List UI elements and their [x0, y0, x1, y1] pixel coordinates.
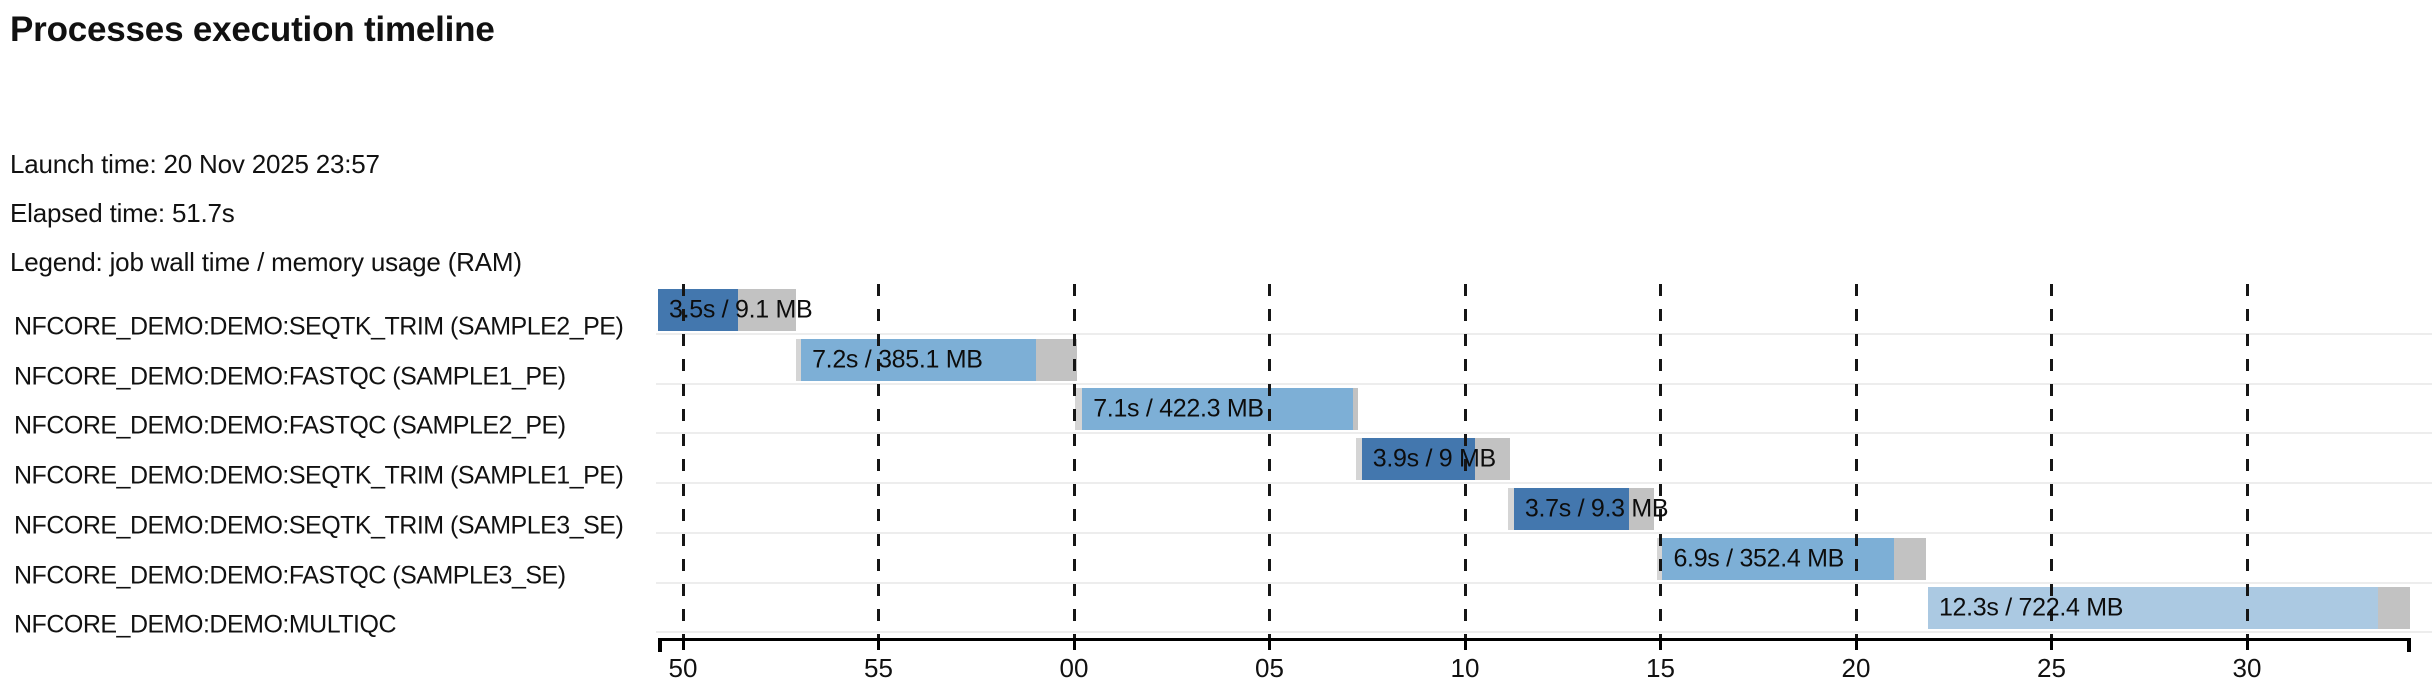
- grid-line: [681, 284, 685, 638]
- grid-line: [1854, 284, 1858, 638]
- task-bar-label: 7.2s / 385.1 MB: [812, 345, 983, 374]
- task-bar-label: 3.9s / 9 MB: [1372, 444, 1496, 473]
- process-label: NFCORE_DEMO:DEMO:SEQTK_TRIM (SAMPLE3_SE): [14, 511, 624, 540]
- report-metadata: Launch time: 20 Nov 2025 23:57 Elapsed t…: [10, 140, 522, 287]
- axis-tick-label: 55: [864, 653, 893, 683]
- task-bar-label: 3.5s / 9.1 MB: [668, 295, 813, 324]
- row-separator: [656, 631, 2432, 633]
- row-separator: [656, 582, 2432, 584]
- axis-tick-label: 10: [1450, 653, 1480, 683]
- axis-outer-tick-left: [658, 638, 662, 652]
- launch-time-text: Launch time: 20 Nov 2025 23:57: [10, 149, 380, 179]
- task-bar-label: 6.9s / 352.4 MB: [1673, 544, 1845, 573]
- task-bar-label: 7.1s / 422.3 MB: [1093, 394, 1264, 423]
- grid-line: [1463, 284, 1467, 638]
- task-bar-tail-segment: [2377, 587, 2411, 629]
- task-bar-tail-segment: [1474, 438, 1510, 480]
- row-separator: [656, 333, 2432, 335]
- task-bar-pending-segment: [1508, 488, 1514, 530]
- legend-text: Legend: job wall time / memory usage (RA…: [10, 247, 522, 277]
- task-bar-tail-segment: [1628, 488, 1654, 530]
- axis-tick-label: 00: [1059, 653, 1089, 683]
- grid-line: [2050, 284, 2053, 638]
- task-bar-pending-segment: [795, 339, 802, 381]
- axis-tick: [2245, 638, 2249, 650]
- task-bar-run-segment: [1927, 587, 2378, 629]
- task-bar-tail-segment: [1353, 388, 1359, 430]
- task-bar-run-segment: [1082, 388, 1354, 430]
- axis-tick: [1463, 638, 1467, 650]
- row-separator: [656, 383, 2432, 385]
- task-bar-label: 3.7s / 9.3 MB: [1524, 494, 1669, 523]
- process-label: NFCORE_DEMO:DEMO:MULTIQC: [14, 610, 397, 639]
- axis-tick: [681, 638, 685, 650]
- task-bar-label: 12.3s / 722.4 MB: [1938, 593, 2124, 622]
- row-separator: [656, 482, 2432, 484]
- page-title: Processes execution timeline: [10, 10, 495, 49]
- axis-tick: [1854, 638, 1858, 650]
- task-bar-tail-segment: [738, 289, 797, 331]
- task-bar-pending-segment: [1075, 388, 1083, 430]
- grid-line: [877, 284, 880, 638]
- axis-tick: [1268, 638, 1271, 650]
- grid-line: [1268, 284, 1271, 638]
- task-bar-tail-segment: [1036, 339, 1078, 381]
- process-label: NFCORE_DEMO:DEMO:FASTQC (SAMPLE2_PE): [14, 411, 566, 440]
- task-bar-run-segment: [1361, 438, 1475, 480]
- axis-tick-label: 25: [2037, 653, 2066, 683]
- process-label: NFCORE_DEMO:DEMO:SEQTK_TRIM (SAMPLE2_PE): [14, 312, 624, 341]
- grid-line: [1659, 284, 1662, 638]
- process-label: NFCORE_DEMO:DEMO:FASTQC (SAMPLE1_PE): [14, 362, 566, 391]
- process-label: NFCORE_DEMO:DEMO:SEQTK_TRIM (SAMPLE1_PE): [14, 461, 624, 490]
- axis-outer-tick-right: [2407, 638, 2411, 652]
- grid-line: [1072, 284, 1076, 638]
- task-bar-run-segment: [657, 289, 739, 331]
- axis-tick-label: 30: [2232, 653, 2262, 683]
- task-bar-run-segment: [801, 339, 1037, 381]
- axis-tick-label: 50: [668, 653, 698, 683]
- row-separator: [656, 432, 2432, 434]
- axis-tick-label: 15: [1646, 653, 1675, 683]
- grid-line: [2245, 284, 2249, 638]
- task-bar-run-segment: [1513, 488, 1629, 530]
- axis-tick: [1659, 638, 1662, 650]
- axis-line: [658, 638, 2411, 641]
- axis-tick: [877, 638, 880, 650]
- axis-tick-label: 05: [1255, 653, 1284, 683]
- task-bar-tail-segment: [1893, 538, 1926, 580]
- process-label: NFCORE_DEMO:DEMO:FASTQC (SAMPLE3_SE): [14, 561, 566, 590]
- elapsed-time-text: Elapsed time: 51.7s: [10, 198, 235, 228]
- task-bar-pending-segment: [1355, 438, 1362, 480]
- axis-tick: [1072, 638, 1076, 650]
- axis-tick-label: 20: [1841, 653, 1871, 683]
- row-separator: [656, 532, 2432, 534]
- axis-tick: [2050, 638, 2053, 650]
